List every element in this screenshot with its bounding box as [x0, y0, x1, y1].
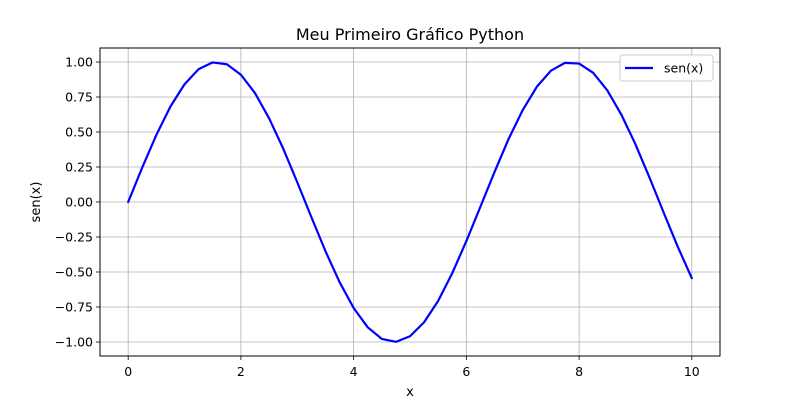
legend-label: sen(x): [664, 61, 703, 76]
x-tick-label: 2: [237, 364, 245, 379]
chart-title: Meu Primeiro Gráfico Python: [296, 25, 524, 44]
series-layer: [127, 61, 693, 343]
x-tick-label: 4: [350, 364, 358, 379]
series-line: [127, 61, 693, 343]
y-axis-label: sen(x): [29, 182, 44, 223]
x-tick-label: 10: [684, 364, 700, 379]
x-tick-label: 0: [124, 364, 132, 379]
legend: sen(x): [619, 54, 714, 82]
y-tick-label: 0.75: [65, 90, 93, 105]
legend-box: [619, 54, 714, 82]
y-tick-label: 0.25: [65, 160, 93, 175]
y-tick-label: −1.00: [55, 335, 93, 350]
y-tick-label: 0.00: [65, 195, 93, 210]
axis-ticks: 0 2 4 6 8 10 −1.00 −0.75 −0.50 −0.25 0.00 0.25 0.50 0…: [55, 55, 700, 380]
grid: [100, 48, 720, 356]
y-tick-label: 1.00: [65, 55, 93, 70]
y-tick-label: 0.50: [65, 125, 93, 140]
x-axis-label: x: [406, 385, 414, 400]
x-tick-label: 6: [462, 364, 470, 379]
x-tick-label: 8: [575, 364, 583, 379]
y-tick-label: −0.50: [55, 265, 93, 280]
y-tick-label: −0.75: [55, 300, 93, 315]
y-tick-label: −0.25: [55, 230, 93, 245]
